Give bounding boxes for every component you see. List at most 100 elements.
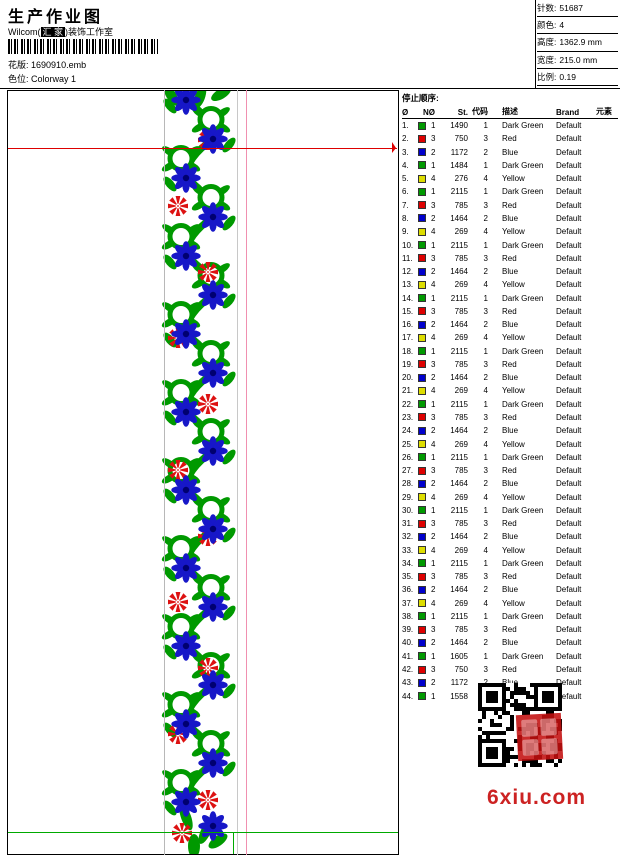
table-row: 8. 2 1464 2 Blue Default <box>402 213 582 223</box>
table-row: 3. 2 1172 2 Blue Default <box>402 147 582 157</box>
stop-sequence-title: 停止顺序: <box>402 93 439 103</box>
table-row: 38. 1 2115 1 Dark Green Default <box>402 611 582 621</box>
color-swatch <box>418 599 426 608</box>
color-swatch <box>418 148 426 157</box>
table-row: 21. 4 269 4 Yellow Default <box>402 386 582 396</box>
column-header: 代码 <box>472 107 488 116</box>
table-row: 6. 1 2115 1 Dark Green Default <box>402 187 582 197</box>
table-row: 42. 3 750 3 Red Default <box>402 665 582 675</box>
color-swatch <box>418 612 426 621</box>
color-swatch <box>418 360 426 369</box>
studio-name: Wilcom(汇 家)装饰工作室 <box>8 25 113 38</box>
color-swatch <box>418 625 426 634</box>
color-swatch <box>418 134 426 143</box>
pattern-value: 1690910.emb <box>31 60 87 70</box>
table-row: 5. 4 276 4 Yellow Default <box>402 174 582 184</box>
seal-glyph <box>540 718 557 736</box>
color-swatch <box>418 294 426 303</box>
table-row: 29. 4 269 4 Yellow Default <box>402 492 582 502</box>
color-swatch <box>418 493 426 502</box>
color-swatch <box>418 307 426 316</box>
table-row: 36. 2 1464 2 Blue Default <box>402 585 582 595</box>
info-row: 宽度: 215.0 mm <box>537 52 618 69</box>
table-row: 41. 1 1605 1 Dark Green Default <box>402 651 582 661</box>
column-header: 描述 <box>502 107 518 116</box>
color-swatch <box>418 280 426 289</box>
color-swatch <box>418 267 426 276</box>
table-row: 13. 4 269 4 Yellow Default <box>402 280 582 290</box>
color-swatch <box>418 121 426 130</box>
column-header: Ø <box>402 108 409 117</box>
colorway: 色位: Colorway 1 <box>8 72 76 85</box>
color-swatch <box>418 506 426 515</box>
table-row: 11. 3 785 3 Red Default <box>402 253 582 263</box>
color-swatch <box>418 320 426 329</box>
guide-line-vertical-right <box>237 90 238 855</box>
red-seal-stamp <box>515 712 564 762</box>
color-swatch <box>418 174 426 183</box>
color-swatch <box>418 665 426 674</box>
table-row: 16. 2 1464 2 Blue Default <box>402 320 582 330</box>
color-swatch <box>418 400 426 409</box>
color-swatch <box>418 453 426 462</box>
table-row: 27. 3 785 3 Red Default <box>402 466 582 476</box>
header-separator <box>0 88 620 89</box>
pattern-file: 花版: 1690910.emb <box>8 58 86 71</box>
table-row: 4. 1 1484 1 Dark Green Default <box>402 160 582 170</box>
table-row: 28. 2 1464 2 Blue Default <box>402 479 582 489</box>
table-row: 25. 4 269 4 Yellow Default <box>402 439 582 449</box>
column-header: NØ <box>423 108 435 117</box>
page-title: 生产作业图 <box>8 9 104 26</box>
red-arrow-icon <box>384 142 396 153</box>
barcode-icon <box>8 39 158 54</box>
guide-line-horizontal-red <box>8 148 397 149</box>
color-swatch <box>418 572 426 581</box>
info-row: 颜色: 4 <box>537 17 618 35</box>
info-row: 针数: 51687 <box>537 0 618 18</box>
colorway-label: 色位: <box>8 74 29 84</box>
color-swatch <box>418 214 426 223</box>
color-swatch <box>418 692 426 701</box>
color-swatch <box>418 413 426 422</box>
table-row: 9. 4 269 4 Yellow Default <box>402 227 582 237</box>
color-swatch <box>418 519 426 528</box>
info-panel: 针数: 51687 颜色: 4 高度: 1362.9 mm 宽度: 215.0 mm 比例: 0.… <box>537 0 618 86</box>
guide-line-horizontal-green <box>8 832 398 833</box>
stop-sequence-table: 停止顺序: Ø NØ St. 代码 描述 Brand 元素 1. 1 1490 1 Dark Gre… <box>402 92 618 703</box>
table-row: 40. 2 1464 2 Blue Default <box>402 638 582 648</box>
column-header: 元素 <box>596 107 612 116</box>
table-row: 30. 1 2115 1 Dark Green Default <box>402 505 582 515</box>
color-swatch <box>418 161 426 170</box>
table-row: 10. 1 2115 1 Dark Green Default <box>402 240 582 250</box>
stop-table-rows: 1. 1 1490 1 Dark Green Default 2. 3 750 3 Red Defau… <box>402 119 618 703</box>
color-swatch <box>418 241 426 250</box>
seal-glyph <box>522 738 539 756</box>
table-row: 26. 1 2115 1 Dark Green Default <box>402 452 582 462</box>
table-row: 18. 1 2115 1 Dark Green Default <box>402 346 582 356</box>
guide-line-vertical-pink <box>246 90 247 855</box>
table-row: 32. 2 1464 2 Blue Default <box>402 532 582 542</box>
color-swatch <box>418 333 426 342</box>
table-row: 23. 3 785 3 Red Default <box>402 412 582 422</box>
color-swatch <box>418 386 426 395</box>
color-swatch <box>418 347 426 356</box>
table-row: 22. 1 2115 1 Dark Green Default <box>402 399 582 409</box>
color-swatch <box>418 373 426 382</box>
info-row: 比例: 0.19 <box>537 69 618 86</box>
color-swatch <box>418 559 426 568</box>
color-swatch <box>418 479 426 488</box>
color-swatch <box>418 254 426 263</box>
stop-table-header: Ø NØ St. 代码 描述 Brand 元素 <box>402 104 618 119</box>
info-row: 高度: 1362.9 mm <box>537 34 618 52</box>
table-row: 7. 3 785 3 Red Default <box>402 200 582 210</box>
table-row: 34. 1 2115 1 Dark Green Default <box>402 558 582 568</box>
pattern-label: 花版: <box>8 60 29 70</box>
table-row: 35. 3 785 3 Red Default <box>402 572 582 582</box>
color-swatch <box>418 227 426 236</box>
table-row: 33. 4 269 4 Yellow Default <box>402 545 582 555</box>
table-row: 12. 2 1464 2 Blue Default <box>402 267 582 277</box>
table-row: 14. 1 2115 1 Dark Green Default <box>402 293 582 303</box>
table-row: 15. 3 785 3 Red Default <box>402 306 582 316</box>
colorway-value: Colorway 1 <box>31 74 77 84</box>
